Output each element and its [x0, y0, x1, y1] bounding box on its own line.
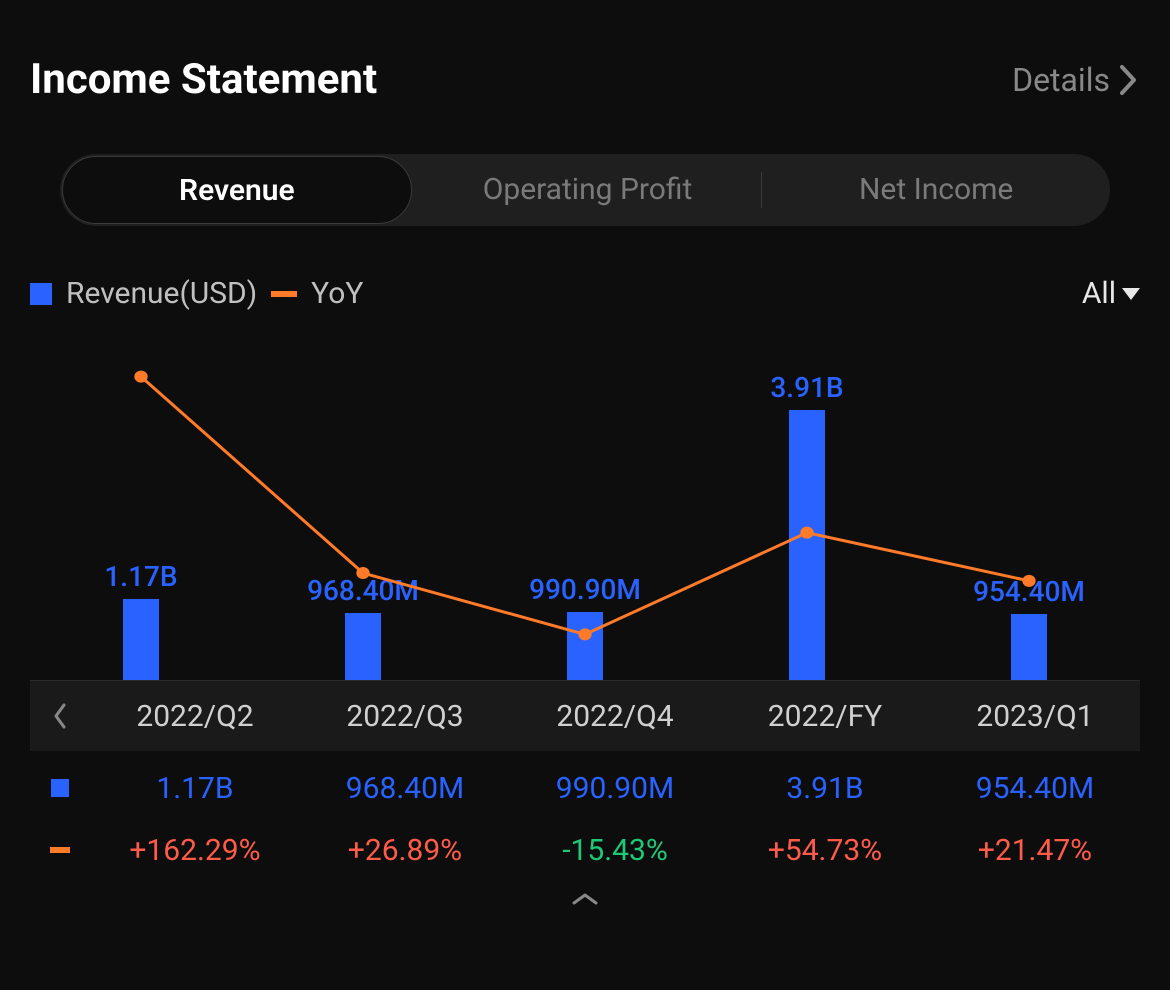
chart-column: 954.40M [918, 341, 1140, 680]
revenue-cell: 968.40M [300, 771, 510, 806]
chevron-left-icon [52, 702, 68, 730]
revenue-bar [789, 410, 825, 680]
revenue-swatch-icon [30, 283, 52, 305]
period-header-cell: 2022/Q2 [90, 699, 300, 734]
caret-down-icon [1122, 288, 1140, 300]
revenue-marker-icon [51, 779, 69, 797]
yoy-row-marker [30, 847, 90, 853]
table-header-row: 2022/Q22022/Q32022/Q42022/FY2023/Q1 [30, 681, 1140, 751]
period-header-cell: 2023/Q1 [930, 699, 1140, 734]
details-label: Details [1012, 61, 1110, 99]
revenue-cell: 954.40M [930, 771, 1140, 806]
legend-items: Revenue(USD) YoY [30, 276, 363, 311]
chart-column: 3.91B [696, 341, 918, 680]
period-header-cell: 2022/Q4 [510, 699, 720, 734]
legend-yoy-label: YoY [311, 276, 363, 311]
yoy-cell: +162.29% [90, 833, 300, 868]
data-table: 2022/Q22022/Q32022/Q42022/FY2023/Q1 1.17… [30, 681, 1140, 917]
yoy-marker-icon [50, 847, 70, 853]
bar-value-label: 3.91B [770, 371, 843, 404]
yoy-cell: -15.43% [510, 833, 720, 868]
section-header: Income Statement Details [30, 0, 1140, 134]
scroll-left-button[interactable] [30, 702, 90, 730]
revenue-bar [1011, 614, 1047, 680]
revenue-bar [345, 613, 381, 680]
page-title: Income Statement [30, 55, 377, 104]
legend-revenue-label: Revenue(USD) [66, 276, 257, 311]
bar-value-label: 990.90M [529, 573, 641, 606]
revenue-row-marker [30, 779, 90, 797]
legend-row: Revenue(USD) YoY All [30, 256, 1140, 311]
metric-tabs: RevenueOperating ProfitNet Income [60, 154, 1110, 226]
yoy-swatch-icon [271, 291, 297, 297]
bar-value-label: 968.40M [307, 574, 419, 607]
period-dropdown[interactable]: All [1082, 276, 1140, 311]
tab-operating-profit[interactable]: Operating Profit [414, 156, 762, 224]
tab-revenue[interactable]: Revenue [62, 156, 412, 224]
yoy-cell: +26.89% [300, 833, 510, 868]
revenue-row: 1.17B968.40M990.90M3.91B954.40M [30, 757, 1140, 819]
details-link[interactable]: Details [1012, 61, 1140, 99]
revenue-bar [123, 599, 159, 680]
revenue-cell: 3.91B [720, 771, 930, 806]
period-header-cell: 2022/FY [720, 699, 930, 734]
chevron-up-icon [571, 891, 599, 907]
chart-column: 968.40M [252, 341, 474, 680]
yoy-cell: +54.73% [720, 833, 930, 868]
period-header-cell: 2022/Q3 [300, 699, 510, 734]
chart-column: 1.17B [30, 341, 252, 680]
revenue-bar [567, 612, 603, 680]
chart-column: 990.90M [474, 341, 696, 680]
yoy-row: +162.29%+26.89%-15.43%+54.73%+21.47% [30, 819, 1140, 881]
chevron-right-icon [1118, 63, 1140, 97]
bar-value-label: 954.40M [973, 575, 1085, 608]
revenue-cell: 990.90M [510, 771, 720, 806]
bar-value-label: 1.17B [104, 560, 177, 593]
revenue-chart: 1.17B 968.40M 990.90M 3.91B 954.40M [30, 341, 1140, 681]
tab-net-income[interactable]: Net Income [762, 156, 1110, 224]
revenue-cell: 1.17B [90, 771, 300, 806]
period-dropdown-label: All [1082, 276, 1116, 311]
yoy-cell: +21.47% [930, 833, 1140, 868]
collapse-button[interactable] [30, 881, 1140, 917]
